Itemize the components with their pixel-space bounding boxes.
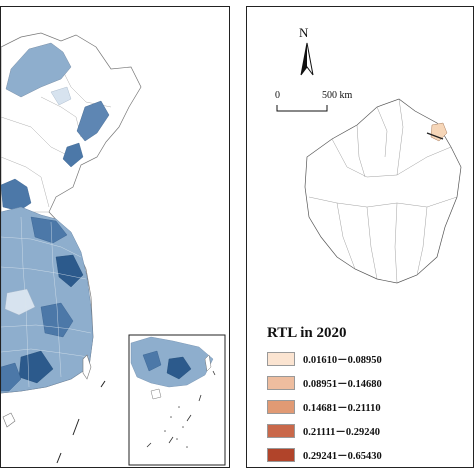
eastern-china-map (1, 32, 226, 466)
legend-swatch (267, 352, 295, 366)
region-light-central (4, 288, 36, 316)
legend-swatch (267, 376, 295, 390)
legend-label: 0.29241－0.65430 (303, 450, 382, 462)
region-inner-mongolia (5, 42, 72, 98)
region-northeast-dark (76, 100, 110, 142)
legend-item-1: 0.01610－0.08950 (267, 351, 382, 367)
legend-swatch (267, 448, 295, 462)
county-borders (1, 216, 92, 388)
scale-end-label: 500 km (322, 90, 353, 101)
legend-title: RTL in 2020 (267, 325, 347, 341)
region-east-china (1, 206, 94, 394)
island-taiwan (82, 354, 92, 380)
legend-item-3: 0.14681－0.21110 (267, 399, 381, 415)
region-light-north (50, 86, 72, 106)
legend-item-4: 0.21111－0.29240 (267, 423, 380, 439)
region-south-mid (1, 362, 22, 392)
western-region-map (276, 42, 462, 284)
map-panel-right: N 0 500 km RTL in 2020 0.01610－0.08950 0… (246, 6, 474, 468)
legend-label: 0.08951－0.14680 (303, 378, 382, 390)
island-hainan (2, 412, 16, 428)
region-border-segment (426, 132, 444, 140)
region-shandong-dark (30, 216, 68, 244)
legend-swatch (267, 400, 295, 414)
north-arrow-icon (300, 42, 314, 76)
region-fujian-dark (18, 350, 54, 384)
south-china-sea-inset (128, 334, 226, 466)
maritime-boundary (56, 380, 106, 464)
north-label: N (299, 25, 309, 40)
legend-item-5: 0.29241－0.65430 (267, 447, 382, 463)
legend-label: 0.21111－0.29240 (303, 426, 381, 438)
legend-label: 0.01610－0.08950 (303, 354, 382, 366)
scale-start-label: 0 (275, 90, 280, 101)
region-northeast-mid (62, 142, 84, 168)
region-outline-xinjiang (304, 98, 462, 284)
legend-swatch (267, 424, 295, 438)
map-panel-left (0, 6, 230, 468)
legend-label: 0.14681－0.21110 (303, 402, 381, 414)
prefecture-borders (308, 98, 458, 284)
legend-item-2: 0.08951－0.14680 (267, 375, 382, 391)
region-beijing (1, 178, 32, 212)
scale-bar (276, 105, 328, 112)
